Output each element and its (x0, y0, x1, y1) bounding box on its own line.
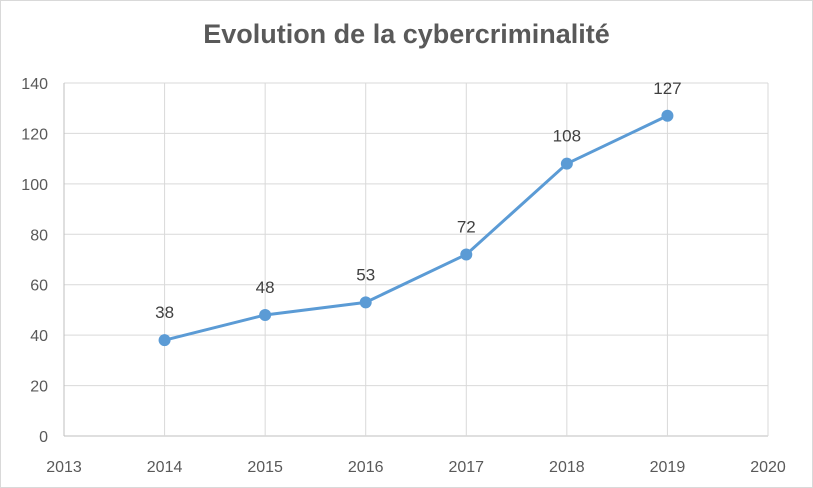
data-point (359, 296, 372, 309)
grid-lines (63, 82, 769, 437)
data-label: 72 (457, 217, 476, 236)
x-tick-label: 2018 (549, 459, 585, 476)
y-tick-label: 100 (21, 177, 48, 194)
data-point (259, 308, 272, 321)
data-point (158, 334, 171, 347)
data-label: 38 (155, 303, 174, 322)
x-tick-label: 2014 (147, 459, 183, 476)
data-label: 48 (256, 278, 275, 297)
series-line (164, 114, 669, 342)
data-label: 127 (653, 79, 681, 98)
y-tick-label: 80 (30, 227, 48, 244)
series-polyline (164, 114, 669, 342)
y-tick-label: 140 (21, 76, 48, 93)
x-tick-label: 2013 (46, 459, 82, 476)
data-point (460, 248, 473, 261)
y-tick-label: 60 (30, 278, 48, 295)
data-label: 53 (356, 265, 375, 284)
y-tick-label: 20 (30, 379, 48, 396)
y-tick-label: 0 (39, 429, 48, 446)
x-tick-label: 2016 (348, 459, 384, 476)
data-labels: 38 48 53 72 108 127 (155, 79, 682, 322)
data-point (560, 157, 573, 170)
data-points (158, 109, 674, 347)
x-tick-label: 2015 (247, 459, 283, 476)
y-tick-label: 40 (30, 328, 48, 345)
chart-title: Evolution de la cybercriminalité (203, 19, 610, 49)
x-tick-label: 2020 (750, 459, 786, 476)
x-tick-label: 2019 (650, 459, 686, 476)
x-tick-label: 2017 (448, 459, 484, 476)
x-axis: 2013 2014 2015 2016 2017 2018 2019 2020 (46, 459, 786, 476)
data-point (661, 109, 674, 122)
y-axis: 0 20 40 60 80 100 120 140 (21, 76, 48, 446)
data-label: 108 (553, 127, 581, 146)
y-tick-label: 120 (21, 126, 48, 143)
